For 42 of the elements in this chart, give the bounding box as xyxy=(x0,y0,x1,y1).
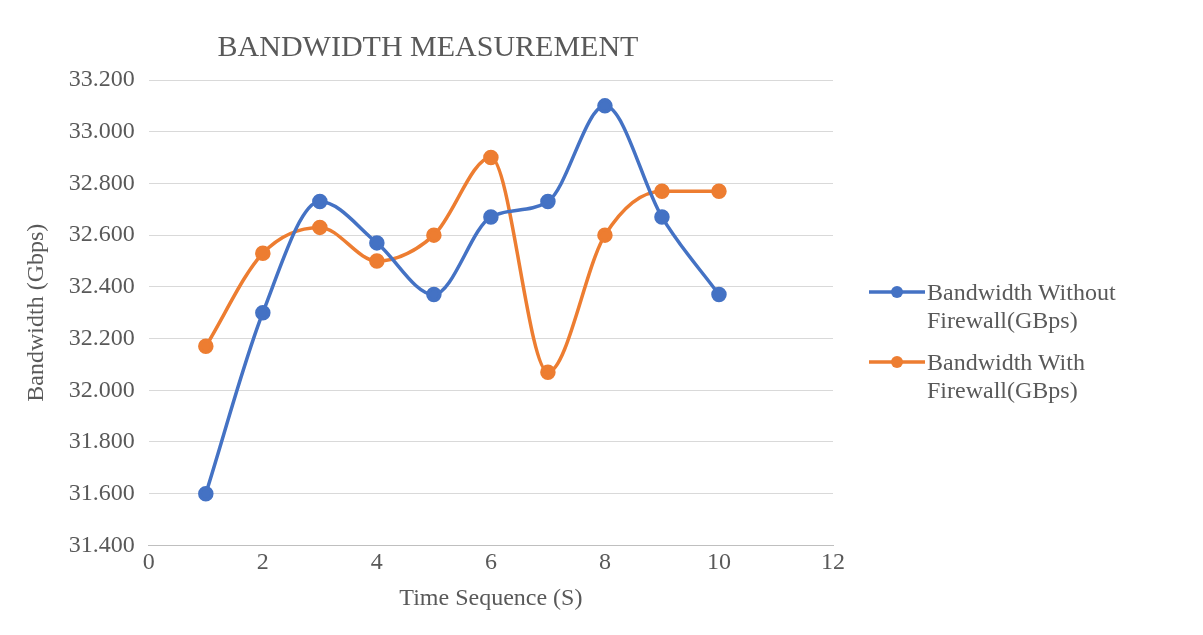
y-tick-label: 33.000 xyxy=(68,117,135,144)
point xyxy=(540,364,556,380)
point xyxy=(312,219,328,236)
x-tick-label: 8 xyxy=(598,548,611,575)
y-tick-label: 33.200 xyxy=(68,65,135,92)
y-tick-label: 31.600 xyxy=(68,478,135,505)
y-axis-title: Bandwidth (Gbps) xyxy=(21,223,48,402)
x-tick-label: 0 xyxy=(142,548,155,575)
y-tick-label: 31.400 xyxy=(68,530,135,557)
x-tick-label: 12 xyxy=(821,548,845,575)
point xyxy=(312,193,328,210)
point xyxy=(369,235,385,251)
x-tick-label: 10 xyxy=(706,548,731,575)
point xyxy=(369,253,385,269)
point xyxy=(426,227,442,243)
point xyxy=(483,149,499,166)
point xyxy=(597,227,613,243)
point xyxy=(654,209,670,225)
point xyxy=(483,209,499,225)
point xyxy=(654,183,670,199)
point xyxy=(540,193,556,210)
point xyxy=(426,286,442,303)
x-axis-title: Time Sequence (S) xyxy=(399,583,583,610)
legend-label: Bandwidth With Firewall(GBps) xyxy=(927,348,1086,404)
point xyxy=(711,183,727,199)
x-tick-label: 4 xyxy=(370,548,383,575)
x-tick-label: 6 xyxy=(484,548,497,575)
point xyxy=(597,98,613,114)
x-tick-label: 2 xyxy=(256,548,269,575)
point xyxy=(198,485,214,502)
y-tick-label: 32.000 xyxy=(68,375,135,402)
y-tick-label: 32.800 xyxy=(68,168,135,195)
chart-title: BANDWIDTH MEASUREMENT xyxy=(217,28,639,62)
y-tick-label: 31.800 xyxy=(68,427,135,454)
point xyxy=(198,338,214,355)
point xyxy=(711,286,727,303)
y-tick-label: 32.400 xyxy=(68,272,135,299)
legend-label: Bandwidth Without Firewall(GBps) xyxy=(927,278,1117,334)
point xyxy=(255,245,271,261)
y-tick-label: 32.200 xyxy=(68,323,135,350)
y-tick-label: 32.600 xyxy=(68,220,135,247)
point xyxy=(255,304,271,321)
